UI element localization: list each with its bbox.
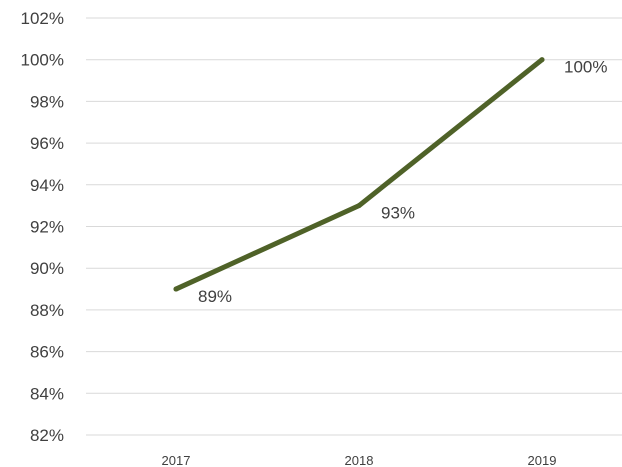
y-tick-label: 82% (30, 426, 64, 445)
data-point (173, 286, 179, 292)
y-tick-label: 92% (30, 218, 64, 237)
data-label: 89% (198, 287, 232, 306)
y-tick-label: 102% (21, 9, 64, 28)
y-tick-label: 86% (30, 343, 64, 362)
y-tick-label: 88% (30, 301, 64, 320)
y-axis-tick-labels: 82% 84% 86% 88% 90% 92% 94% 96% 98% 100% 102% (21, 9, 64, 445)
y-tick-label: 96% (30, 134, 64, 153)
x-axis-tick-labels: 2017 2018 2019 (162, 453, 557, 467)
x-tick-label: 2019 (528, 453, 557, 467)
series-layer (173, 57, 545, 292)
x-tick-label: 2018 (345, 453, 374, 467)
y-tick-label: 90% (30, 259, 64, 278)
series-line (173, 57, 545, 292)
y-tick-label: 100% (21, 51, 64, 70)
y-tick-label: 84% (30, 384, 64, 403)
x-tick-label: 2017 (162, 453, 191, 467)
gridlines (86, 17, 622, 436)
data-point (539, 57, 545, 63)
y-tick-label: 98% (30, 92, 64, 111)
data-point (356, 203, 362, 209)
y-tick-label: 94% (30, 176, 64, 195)
data-labels: 89% 93% 100% (198, 58, 607, 306)
data-label: 100% (564, 58, 607, 77)
data-label: 93% (381, 204, 415, 223)
